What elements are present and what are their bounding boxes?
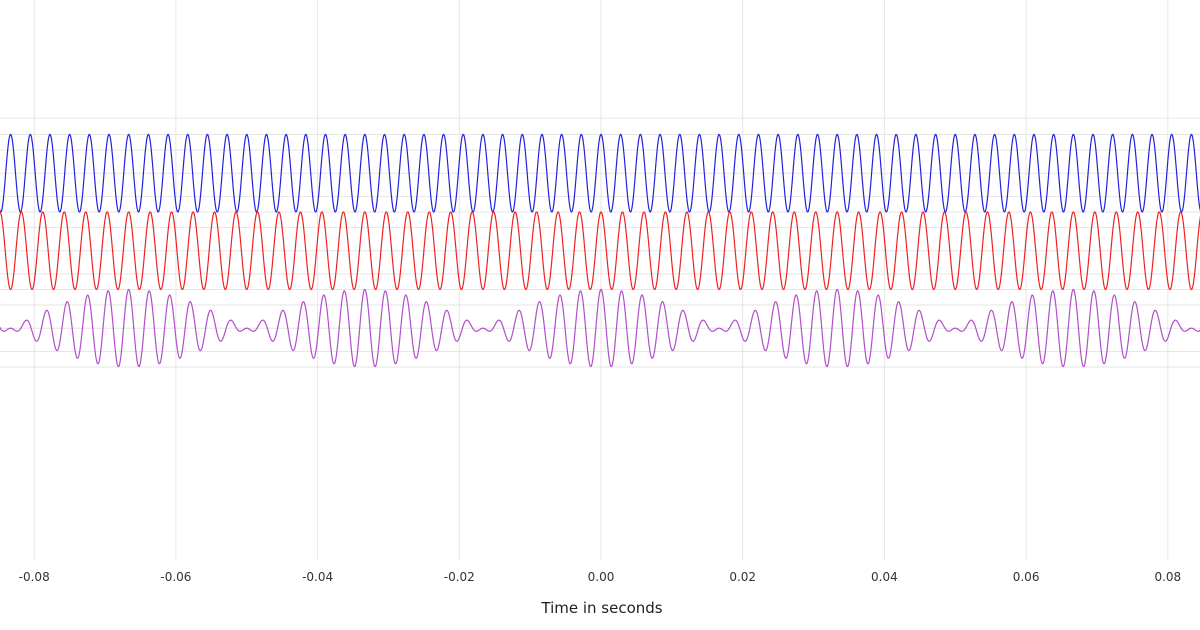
x-tick-label: -0.08	[19, 570, 50, 584]
series-line-1	[0, 133, 1200, 213]
x-tick-label: -0.02	[444, 570, 475, 584]
x-tick-label: 0.02	[729, 570, 756, 584]
x-axis-ticks: -0.08 -0.06 -0.04 -0.02 0.00 0.02 0.04 0.06 0.08	[19, 570, 1181, 584]
x-axis-title: Time in seconds	[540, 599, 662, 617]
waves	[0, 133, 1200, 368]
x-tick-label: 0.00	[588, 570, 615, 584]
x-tick-label: 0.08	[1154, 570, 1181, 584]
x-tick-label: -0.06	[160, 570, 191, 584]
x-tick-label: -0.04	[302, 570, 333, 584]
x-tick-label: 0.04	[871, 570, 898, 584]
series-line-2	[0, 211, 1200, 291]
series-line-3	[0, 288, 1200, 368]
x-tick-label: 0.06	[1013, 570, 1040, 584]
